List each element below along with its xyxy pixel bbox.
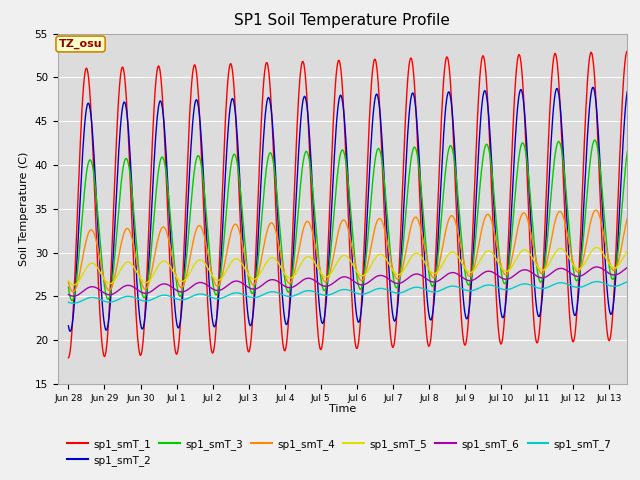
sp1_smT_3 <box>67 296 74 301</box>
sp1_smT_6 <box>593 264 601 270</box>
sp1_smT_7 <box>480 283 488 289</box>
sp1_smT_7 <box>466 288 474 294</box>
sp1_smT_4 <box>69 289 77 295</box>
sp1_smT_2 <box>304 109 312 115</box>
sp1_smT_1 <box>65 355 72 360</box>
sp1_smT_4 <box>324 275 332 280</box>
Y-axis label: Soil Temperature (C): Soil Temperature (C) <box>19 152 29 266</box>
sp1_smT_7 <box>65 300 72 305</box>
sp1_smT_2 <box>324 263 332 268</box>
sp1_smT_2 <box>65 323 72 329</box>
sp1_smT_2 <box>480 90 488 96</box>
sp1_smT_4 <box>304 218 312 224</box>
sp1_smT_4 <box>67 287 74 292</box>
sp1_smT_3 <box>623 149 631 155</box>
sp1_smT_2 <box>68 326 76 332</box>
sp1_smT_5 <box>67 280 74 286</box>
sp1_smT_7 <box>67 300 74 306</box>
sp1_smT_6 <box>480 270 488 276</box>
sp1_smT_5 <box>593 245 600 251</box>
sp1_smT_3 <box>466 280 474 286</box>
sp1_smT_1 <box>465 304 473 310</box>
sp1_smT_7 <box>304 288 312 294</box>
sp1_smT_4 <box>466 273 474 279</box>
sp1_smT_1 <box>67 344 74 349</box>
sp1_smT_7 <box>324 292 332 298</box>
sp1_smT_6 <box>623 264 631 270</box>
Line: sp1_smT_7: sp1_smT_7 <box>68 282 627 303</box>
Text: TZ_osu: TZ_osu <box>59 39 102 49</box>
sp1_smT_1 <box>303 93 310 99</box>
sp1_smT_3 <box>591 137 598 143</box>
Line: sp1_smT_1: sp1_smT_1 <box>68 51 627 358</box>
sp1_smT_2 <box>143 285 151 290</box>
sp1_smT_7 <box>143 298 151 304</box>
Line: sp1_smT_2: sp1_smT_2 <box>68 87 627 331</box>
Title: SP1 Soil Temperature Profile: SP1 Soil Temperature Profile <box>234 13 451 28</box>
Legend: sp1_smT_1, sp1_smT_2, sp1_smT_3, sp1_smT_4, sp1_smT_5, sp1_smT_6, sp1_smT_7: sp1_smT_1, sp1_smT_2, sp1_smT_3, sp1_smT… <box>63 435 616 470</box>
sp1_smT_2 <box>66 328 74 334</box>
sp1_smT_3 <box>68 298 76 303</box>
sp1_smT_1 <box>324 249 332 255</box>
Line: sp1_smT_3: sp1_smT_3 <box>68 140 627 300</box>
sp1_smT_6 <box>65 292 72 298</box>
sp1_smT_3 <box>65 285 72 290</box>
sp1_smT_4 <box>623 216 631 221</box>
sp1_smT_5 <box>466 269 474 275</box>
sp1_smT_5 <box>304 253 312 259</box>
sp1_smT_4 <box>143 284 151 289</box>
sp1_smT_3 <box>324 269 332 275</box>
Line: sp1_smT_6: sp1_smT_6 <box>68 267 627 296</box>
sp1_smT_5 <box>480 252 488 257</box>
sp1_smT_4 <box>65 279 72 285</box>
sp1_smT_1 <box>623 48 631 54</box>
X-axis label: Time: Time <box>329 404 356 414</box>
sp1_smT_6 <box>67 293 74 299</box>
sp1_smT_6 <box>466 278 474 284</box>
sp1_smT_3 <box>480 151 488 157</box>
sp1_smT_7 <box>593 279 601 285</box>
sp1_smT_1 <box>143 278 150 284</box>
sp1_smT_4 <box>480 219 488 225</box>
sp1_smT_4 <box>592 207 600 213</box>
sp1_smT_5 <box>65 278 72 284</box>
sp1_smT_2 <box>466 298 474 304</box>
sp1_smT_5 <box>70 282 77 288</box>
sp1_smT_6 <box>143 290 151 296</box>
sp1_smT_5 <box>623 248 631 254</box>
sp1_smT_5 <box>143 279 151 285</box>
sp1_smT_5 <box>324 273 332 279</box>
sp1_smT_3 <box>143 284 151 289</box>
Line: sp1_smT_4: sp1_smT_4 <box>68 210 627 292</box>
sp1_smT_3 <box>304 150 312 156</box>
sp1_smT_6 <box>304 276 312 281</box>
sp1_smT_7 <box>70 300 77 306</box>
sp1_smT_1 <box>479 53 486 59</box>
sp1_smT_6 <box>70 293 77 299</box>
sp1_smT_7 <box>623 279 631 285</box>
sp1_smT_6 <box>324 283 332 288</box>
sp1_smT_2 <box>623 89 631 95</box>
Line: sp1_smT_5: sp1_smT_5 <box>68 248 627 285</box>
sp1_smT_2 <box>589 84 596 90</box>
